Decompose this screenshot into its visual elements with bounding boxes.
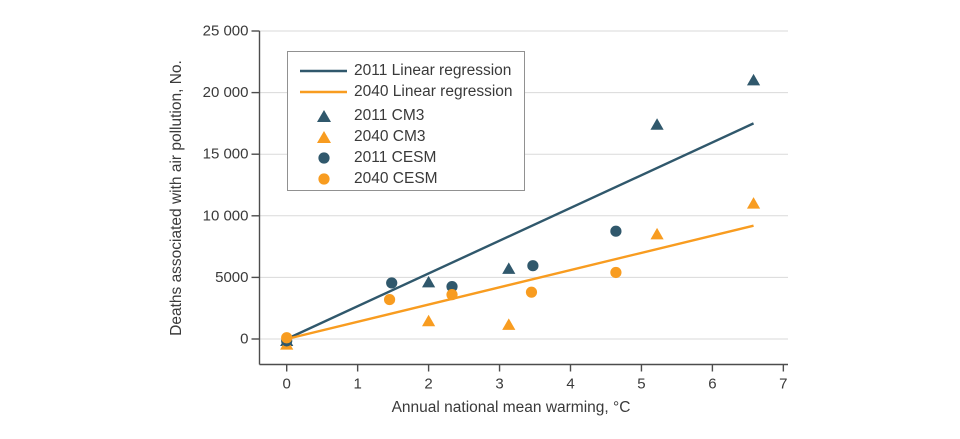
data-point-2011-cesm <box>386 277 398 289</box>
legend-label: 2011 Linear regression <box>354 61 512 79</box>
legend-label: 2011 CM3 <box>354 106 425 124</box>
x-axis-title: Annual national mean warming, °C <box>391 399 631 416</box>
data-point-2040-cesm <box>525 286 538 298</box>
data-point-2040-cm3 <box>746 197 761 209</box>
x-tick-label: 0 <box>283 376 291 393</box>
data-point-2011-cesm <box>610 225 622 237</box>
legend-item-2011-cesm: 2011 CESM <box>300 147 524 168</box>
x-tick-label: 4 <box>566 376 574 393</box>
legend-label: 2040 CESM <box>354 169 438 187</box>
x-tick-label: 6 <box>708 376 716 393</box>
legend-triangle-icon <box>300 130 347 144</box>
x-tick-label: 7 <box>779 376 787 393</box>
data-point-2011-cm3 <box>422 275 436 288</box>
legend-item-2040-cm3: 2040 CM3 <box>300 126 524 147</box>
data-point-2040-cm3 <box>422 314 436 327</box>
data-point-2040-cesm <box>446 289 458 301</box>
regression-line-2040-linear-regression <box>286 224 754 341</box>
data-point-2011-cm3 <box>650 118 664 130</box>
data-point-2011-cesm <box>527 260 539 272</box>
legend: 2011 Linear regression 2040 Linear regre… <box>287 51 525 191</box>
y-axis-title: Deaths associated with air pollution, No… <box>168 60 185 336</box>
legend-line-swatch <box>300 69 347 73</box>
data-point-2040-cesm <box>610 266 622 279</box>
data-point-2011-cesm <box>446 281 458 293</box>
legend-line-swatch <box>300 90 347 94</box>
data-point-2011-cm3 <box>746 73 761 86</box>
legend-circle-icon <box>300 172 347 186</box>
y-tick-label: 0 <box>240 331 248 348</box>
legend-item-2011-linear-regression: 2011 Linear regression <box>300 60 524 81</box>
legend-label: 2011 CESM <box>354 148 437 166</box>
legend-item-2040-cesm: 2040 CESM <box>300 168 524 189</box>
data-point-2040-cm3 <box>650 227 664 240</box>
x-tick-label: 1 <box>353 376 361 393</box>
legend-item-2040-linear-regression: 2040 Linear regression <box>300 81 524 102</box>
x-tick-label: 5 <box>637 376 645 393</box>
legend-item-2011-cm3: 2011 CM3 <box>300 105 524 126</box>
regression-line-2011-linear-regression <box>286 122 755 341</box>
y-tick-label: 5000 <box>215 269 248 286</box>
legend-triangle-icon <box>300 109 347 123</box>
legend-label: 2040 Linear regression <box>354 82 513 100</box>
y-tick-label: 10 000 <box>203 207 249 224</box>
data-point-2040-cm3 <box>502 318 516 330</box>
y-tick-label: 25 000 <box>203 23 249 40</box>
data-point-2011-cm3 <box>502 262 516 274</box>
data-point-2040-cesm <box>383 293 396 306</box>
y-tick-label: 20 000 <box>203 84 249 101</box>
data-point-2040-cesm <box>281 332 293 344</box>
x-tick-label: 2 <box>424 376 432 393</box>
y-tick-label: 15 000 <box>203 146 249 163</box>
legend-circle-icon <box>300 151 347 165</box>
x-tick-label: 3 <box>495 376 503 393</box>
legend-label: 2040 CM3 <box>354 127 426 145</box>
